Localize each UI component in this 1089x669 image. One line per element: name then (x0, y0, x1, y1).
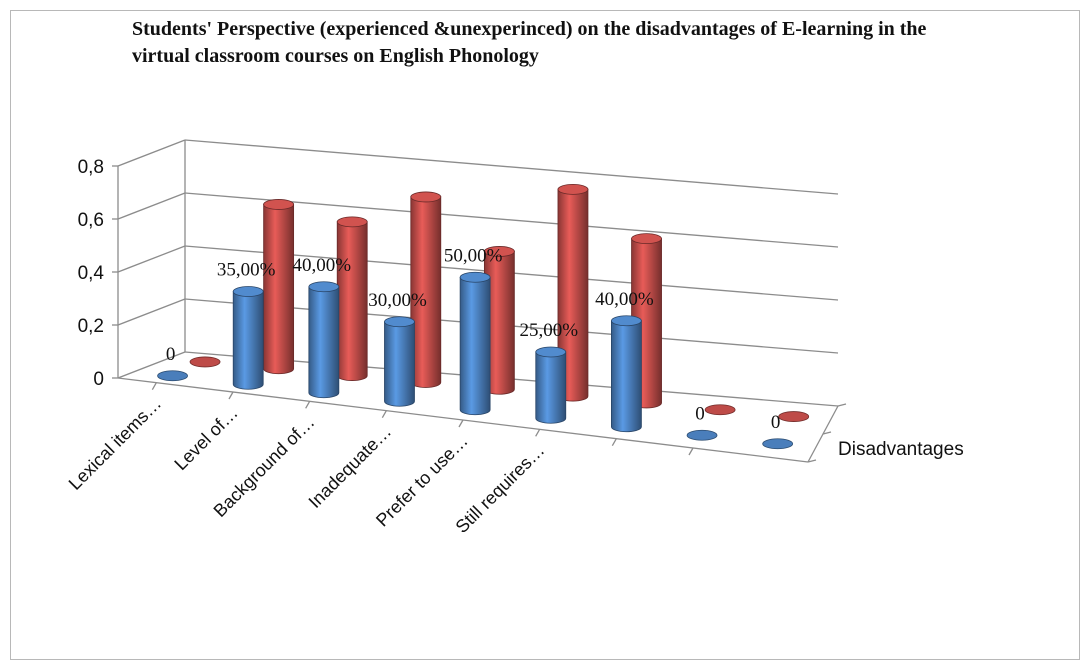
bar (686, 429, 718, 441)
bar-cap (631, 233, 662, 245)
bar (384, 321, 415, 407)
data-label: 50,00% (444, 245, 503, 266)
x-tick-mark (305, 401, 311, 409)
chart-frame (10, 10, 1080, 660)
x-axis-categories: Lexical items… Level of…Background of…Ina… (65, 382, 694, 537)
data-label: 40,00% (595, 289, 654, 310)
bar (762, 438, 794, 450)
side-wall-gridline (117, 139, 186, 167)
bar-cap (483, 246, 515, 257)
bar (535, 351, 567, 424)
side-wall-gridline (117, 298, 186, 326)
data-label: 0 (695, 403, 705, 424)
x-tick-mark (458, 419, 464, 428)
bar (157, 370, 188, 382)
depth-tick (807, 459, 817, 463)
x-tick-mark (535, 429, 541, 437)
x-tick-mark (151, 382, 157, 390)
data-label: 35,00% (217, 260, 276, 281)
bar-cap (232, 286, 264, 297)
bar (459, 276, 491, 416)
bar (263, 204, 295, 375)
bar-cap (459, 271, 491, 283)
side-wall-gridline (117, 192, 186, 220)
x-tick-mark (381, 410, 387, 418)
data-labels: 0 35,00% 40,00% 30,00% 50,00% 25,00% 40,00% 0 0 (166, 245, 781, 433)
x-category-label: Level of… (170, 403, 241, 474)
y-tick-label: 0,4 (78, 263, 105, 284)
data-label: 30,00% (368, 290, 427, 311)
x-category-label: Prefer to use… (372, 431, 472, 531)
bar (189, 356, 221, 368)
depth-axis-label: Disadvantages (838, 439, 964, 460)
y-axis-ticks: 0 0,2 0,4 0,6 0,8 (78, 157, 118, 390)
x-tick-mark (228, 391, 234, 400)
data-label: 25,00% (519, 320, 578, 341)
bar (336, 221, 368, 381)
bar (232, 291, 264, 390)
side-wall-gridline (117, 245, 186, 273)
x-category-label: Inadequate… (305, 421, 396, 512)
y-tick-label: 0,8 (78, 157, 104, 178)
bar-cap (263, 199, 295, 210)
x-category-label: Still requires… (452, 440, 549, 537)
depth-tick (822, 431, 832, 435)
bars (157, 183, 810, 450)
depth-tick (837, 403, 847, 407)
back-wall-gridline (184, 139, 839, 195)
y-tick-label: 0,2 (78, 316, 104, 337)
back-wall-gridline (184, 192, 839, 248)
bar-cap (611, 315, 642, 327)
data-label: 0 (166, 344, 176, 365)
bar-cap (410, 191, 442, 203)
data-label: 0 (771, 412, 781, 433)
bar-cap (384, 316, 415, 328)
bar (611, 320, 642, 433)
bar (704, 404, 736, 416)
bar-cap (336, 216, 368, 228)
side-wall-gridline (117, 351, 186, 379)
x-tick-mark (688, 447, 694, 456)
bar (778, 411, 810, 422)
y-tick-label: 0,6 (78, 210, 104, 231)
x-category-label: Lexical items… (65, 393, 165, 493)
y-tick-label: 0 (93, 369, 104, 390)
bar-cap (535, 346, 567, 358)
chart-title: Students' Perspective (experienced &unex… (132, 18, 927, 67)
bar-cap (557, 183, 589, 195)
bar (308, 286, 340, 399)
bar-cap (308, 281, 340, 293)
data-label: 40,00% (293, 255, 352, 276)
x-tick-mark (611, 438, 617, 446)
